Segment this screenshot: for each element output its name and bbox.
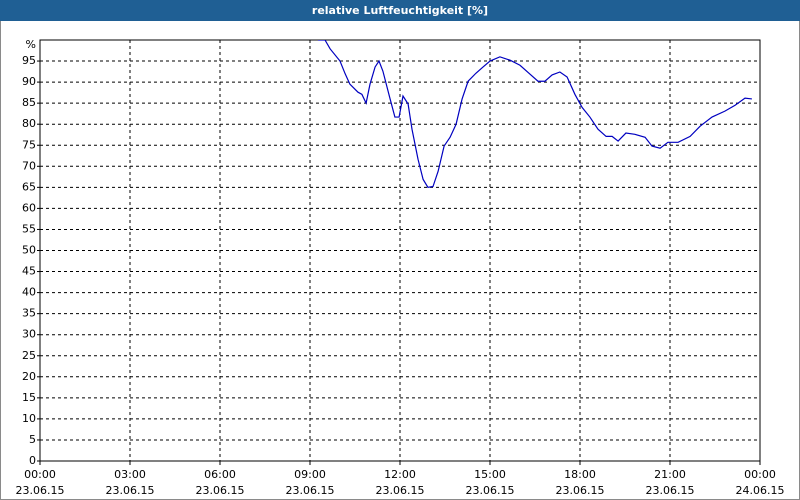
y-tick-label: 65: [22, 180, 36, 193]
x-tick-label: 18:00: [564, 468, 596, 481]
y-tick-label: 30: [22, 328, 36, 341]
y-tick-label: 70: [22, 159, 36, 172]
x-tick-label: 09:00: [294, 468, 326, 481]
y-tick-label: 15: [22, 391, 36, 404]
y-tick-label: 75: [22, 138, 36, 151]
title-bar: [0, 0, 800, 21]
x-tick-label: 21:00: [654, 468, 686, 481]
x-tick-date: 23.06.15: [556, 484, 605, 497]
x-tick-date: 23.06.15: [106, 484, 155, 497]
y-tick-label: 85: [22, 96, 36, 109]
y-tick-label: 50: [22, 244, 36, 257]
y-tick-label: 60: [22, 201, 36, 214]
y-tick-label: 20: [22, 370, 36, 383]
y-tick-label: 45: [22, 265, 36, 278]
chart-title: relative Luftfeuchtigkeit [%]: [312, 4, 488, 17]
x-tick-date: 23.06.15: [646, 484, 695, 497]
y-tick-label: 0: [29, 454, 36, 467]
y-tick-label: 25: [22, 349, 36, 362]
y-tick-label: 80: [22, 117, 36, 130]
x-tick-date: 23.06.15: [376, 484, 425, 497]
x-tick-label: 00:00: [744, 468, 776, 481]
x-tick-label: 06:00: [204, 468, 236, 481]
line: [318, 40, 752, 189]
x-tick-date: 23.06.15: [16, 484, 65, 497]
y-tick-label: 55: [22, 222, 36, 235]
x-tick-label: 03:00: [114, 468, 146, 481]
y-tick-label: 95: [22, 54, 36, 67]
x-tick-date: 24.06.15: [736, 484, 785, 497]
x-tick-label: 00:00: [24, 468, 56, 481]
y-tick-label: 40: [22, 286, 36, 299]
x-tick-date: 23.06.15: [286, 484, 335, 497]
y-tick-label: 5: [29, 433, 36, 446]
x-tick-label: 12:00: [384, 468, 416, 481]
y-unit: %: [26, 38, 36, 51]
y-tick-label: 35: [22, 307, 36, 320]
x-tick-label: 15:00: [474, 468, 506, 481]
y-tick-label: 90: [22, 75, 36, 88]
y-tick-label: 10: [22, 412, 36, 425]
x-tick-date: 23.06.15: [466, 484, 515, 497]
x-tick-date: 23.06.15: [196, 484, 245, 497]
